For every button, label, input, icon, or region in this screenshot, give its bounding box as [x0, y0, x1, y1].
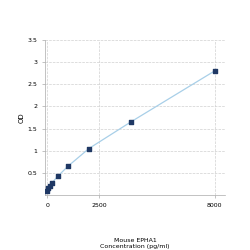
- Point: [56, 174, 60, 178]
- Point: [45, 188, 49, 192]
- Point: [50, 180, 54, 184]
- Point: [87, 146, 91, 150]
- Y-axis label: OD: OD: [19, 112, 25, 123]
- Point: [212, 69, 216, 73]
- Point: [129, 120, 133, 124]
- Text: Mouse EPHA1
Concentration (pg/ml): Mouse EPHA1 Concentration (pg/ml): [100, 238, 170, 249]
- Point: [66, 164, 70, 168]
- Point: [48, 184, 52, 188]
- Point: [46, 186, 50, 190]
